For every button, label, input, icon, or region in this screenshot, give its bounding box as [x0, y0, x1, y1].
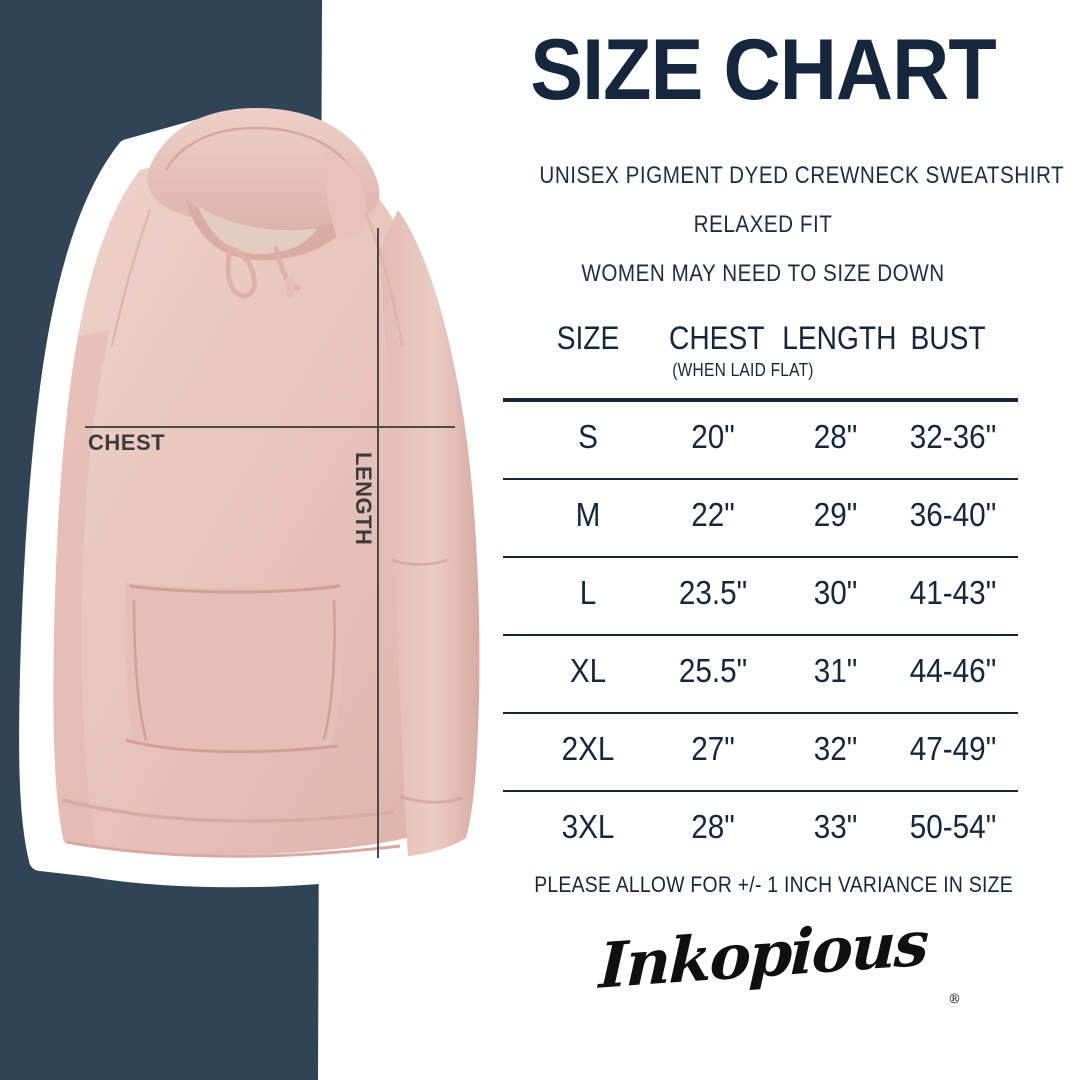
registered-trademark-icon: ® [948, 992, 961, 1007]
table-row-divider [503, 634, 1018, 636]
chest-measure-label: CHEST [88, 430, 166, 455]
column-note-when-laid-flat: (WHEN LAID FLAT) [672, 360, 814, 380]
cell-length: 29" [813, 496, 858, 533]
cell-length: 31" [813, 652, 858, 689]
cell-length: 33" [813, 808, 858, 845]
table-row: XL 25.5" 31" 44-46" [503, 636, 1023, 712]
cell-size: XL [569, 652, 607, 689]
table-row: L 23.5" 30" 41-43" [503, 558, 1023, 634]
subtitle-product: UNISEX PIGMENT DYED CREWNECK SWEATSHIRT [539, 162, 1065, 189]
table-row-divider [503, 790, 1018, 792]
length-measure-line [377, 228, 379, 858]
table-row-divider [503, 556, 1018, 558]
table-header-row: SIZE CHEST LENGTH BUST (WHEN LAID FLAT) [503, 320, 1023, 398]
subtitle-sizing-note: WOMEN MAY NEED TO SIZE DOWN [581, 260, 945, 287]
cell-size: M [575, 496, 601, 533]
cell-length: 32" [813, 730, 858, 767]
sweatshirt-photo [19, 108, 508, 888]
cell-chest: 20" [691, 418, 735, 455]
cell-chest: 23.5" [678, 574, 748, 611]
table-row: M 22" 29" 36-40" [503, 480, 1023, 556]
cell-bust: 36-40" [909, 496, 997, 533]
cell-size: 3XL [561, 808, 615, 845]
cell-length: 30" [813, 574, 858, 611]
length-measure-label: LENGTH [351, 452, 376, 546]
table-row-divider [503, 712, 1018, 714]
subtitle-fit: RELAXED FIT [693, 211, 833, 238]
column-header-bust: BUST [910, 320, 986, 356]
cell-bust: 44-46" [909, 652, 997, 689]
table-row: 3XL 28" 33" 50-54" [503, 792, 1023, 868]
cell-chest: 27" [691, 730, 735, 767]
cell-bust: 32-36" [909, 418, 997, 455]
column-header-chest: CHEST [669, 320, 765, 356]
brand-logo: Inkopious ® [513, 906, 1013, 1038]
table-row-divider [503, 478, 1018, 480]
table-row: 2XL 27" 32" 47-49" [503, 714, 1023, 790]
cell-size: S [578, 418, 598, 455]
cell-bust: 50-54" [909, 808, 997, 845]
column-header-size: SIZE [556, 320, 620, 356]
table-row: S 20" 28" 32-36" [503, 402, 1023, 478]
cell-bust: 41-43" [909, 574, 997, 611]
cell-size: L [579, 574, 597, 611]
cell-chest: 25.5" [678, 652, 748, 689]
cell-chest: 22" [691, 496, 735, 533]
variance-footnote: PLEASE ALLOW FOR +/- 1 INCH VARIANCE IN … [534, 872, 1013, 897]
cell-bust: 47-49" [909, 730, 997, 767]
table-top-rule [503, 398, 1018, 402]
page-title: SIZE CHART [530, 22, 996, 118]
column-header-length: LENGTH [782, 320, 897, 356]
cell-size: 2XL [561, 730, 615, 767]
cell-length: 28" [813, 418, 858, 455]
chart-content: SIZE CHART UNISEX PIGMENT DYED CREWNECK … [503, 0, 1080, 1080]
size-table: SIZE CHEST LENGTH BUST (WHEN LAID FLAT) … [503, 320, 1023, 868]
chest-measure-line [85, 426, 455, 428]
cell-chest: 28" [691, 808, 735, 845]
product-photo-panel: CHEST LENGTH [0, 0, 520, 1080]
brand-logo-text: Inkopious [597, 906, 929, 1003]
